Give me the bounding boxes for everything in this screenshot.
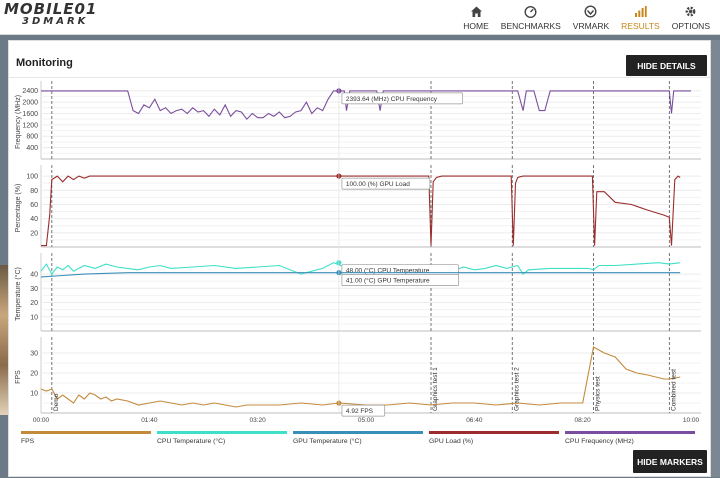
x-tick-label: 10:00: [683, 417, 700, 424]
nav-benchmarks[interactable]: BENCHMARKS: [495, 0, 567, 35]
x-tick-label: 05:00: [358, 417, 375, 424]
tooltip-text-fps-0: 4.92 FPS: [346, 408, 374, 415]
title-divider: [9, 77, 710, 78]
y-tick-label-temp: 20: [30, 300, 38, 307]
y-tick-label-temp: 40: [30, 272, 38, 279]
series-line-temp-1: [40, 272, 681, 278]
y-axis-title-fps: FPS: [15, 370, 22, 384]
legend-label: GPU Load (%): [429, 438, 473, 445]
x-tick-label: 08:20: [575, 417, 592, 424]
y-tick-label-load: 80: [30, 188, 38, 195]
legend-label: CPU Frequency (MHz): [565, 438, 634, 445]
nav-results[interactable]: RESULTS: [615, 0, 666, 35]
top-bar: MOBILE01 3DMARK HOME BENCHMARKS VRMARK: [0, 0, 720, 35]
legend-label: GPU Temperature (°C): [293, 437, 362, 445]
y-tick-label-freq: 1600: [22, 111, 38, 118]
y-tick-label-fps: 30: [30, 351, 38, 358]
y-tick-label-fps: 10: [30, 391, 38, 398]
marker-label: Combined test: [670, 369, 677, 411]
tooltip-text-load-0: 100.00 (%) GPU Load: [346, 181, 410, 188]
y-tick-label-freq: 400: [26, 145, 38, 152]
legend-swatch: [565, 431, 695, 434]
hide-details-button[interactable]: HIDE DETAILS: [626, 55, 707, 76]
series-line-load-0: [41, 175, 681, 247]
background-image-strip: [0, 265, 8, 415]
tooltip-text-temp-1: 41.00 (°C) GPU Temperature: [346, 277, 430, 285]
y-tick-label-load: 100: [26, 174, 38, 181]
y-tick-label-temp: 30: [30, 286, 38, 293]
nav-home-label: HOME: [463, 21, 489, 31]
brand-logo: MOBILE01 3DMARK: [4, 0, 98, 27]
vr-icon: [584, 4, 597, 18]
tooltip-text-temp-0: 48.00 (°C) CPU Temperature: [346, 267, 430, 275]
bar-chart-icon: [634, 4, 647, 18]
panel-title: Monitoring: [16, 57, 73, 69]
series-line-freq-0: [41, 90, 691, 121]
y-tick-label-load: 40: [30, 216, 38, 223]
legend-label: CPU Temperature (°C): [157, 437, 225, 445]
series-line-fps-0: [40, 346, 681, 408]
y-axis-title-freq: Frequency (MHz): [15, 95, 22, 149]
y-tick-label-freq: 800: [26, 134, 38, 141]
y-axis-title-temp: Temperature (°C): [14, 267, 22, 321]
y-axis-title-load: Percentage (%): [15, 184, 22, 233]
y-tick-label-freq: 1200: [22, 122, 38, 129]
y-tick-label-load: 60: [30, 202, 38, 209]
y-tick-label-temp: 10: [30, 314, 38, 321]
legend-swatch: [157, 431, 287, 434]
x-tick-label: 06:40: [466, 417, 483, 424]
background-edge: [711, 40, 720, 477]
nav-vrmark[interactable]: VRMARK: [567, 0, 615, 35]
gear-icon: [684, 4, 697, 18]
nav-options[interactable]: OPTIONS: [666, 0, 716, 35]
marker-label: Graphics test 2: [513, 367, 520, 411]
y-tick-label-freq: 2400: [22, 88, 38, 95]
nav-home[interactable]: HOME: [457, 0, 495, 35]
legend-swatch: [21, 431, 151, 434]
x-tick-label: 03:20: [250, 417, 267, 424]
tooltip-box-load-0: [341, 177, 431, 190]
nav-options-label: OPTIONS: [671, 21, 710, 31]
y-tick-label-load: 20: [30, 230, 38, 237]
y-tick-label-freq: 2000: [22, 100, 38, 107]
nav-vrmark-label: VRMARK: [572, 21, 610, 31]
x-tick-label: 00:00: [33, 417, 50, 424]
legend-swatch: [429, 431, 559, 434]
main-nav: HOME BENCHMARKS VRMARK RESULTS OPTIONS: [457, 0, 716, 35]
legend-label: FPS: [21, 438, 35, 445]
tooltip-box-freq-0: [341, 92, 463, 105]
tooltip-box-temp-1: [341, 274, 459, 287]
marker-label: Demo: [53, 393, 60, 411]
monitoring-panel: Monitoring HIDE DETAILS 400 800 1200 1600 20…: [8, 40, 711, 477]
speedometer-icon: [524, 4, 537, 18]
marker-label: Graphics test 1: [432, 367, 439, 411]
nav-results-label: RESULTS: [621, 21, 660, 31]
home-icon: [470, 4, 483, 18]
y-tick-label-fps: 20: [30, 371, 38, 378]
x-tick-label: 01:40: [141, 417, 158, 424]
tooltip-text-freq-0: 2393.64 (MHz) CPU Frequency: [346, 96, 438, 103]
hide-markers-button[interactable]: HIDE MARKERS: [633, 450, 707, 473]
marker-label: Physics test: [595, 376, 602, 411]
nav-benchmarks-label: BENCHMARKS: [500, 21, 561, 31]
legend-swatch: [293, 431, 423, 434]
tooltip-box-fps-0: [341, 404, 386, 417]
